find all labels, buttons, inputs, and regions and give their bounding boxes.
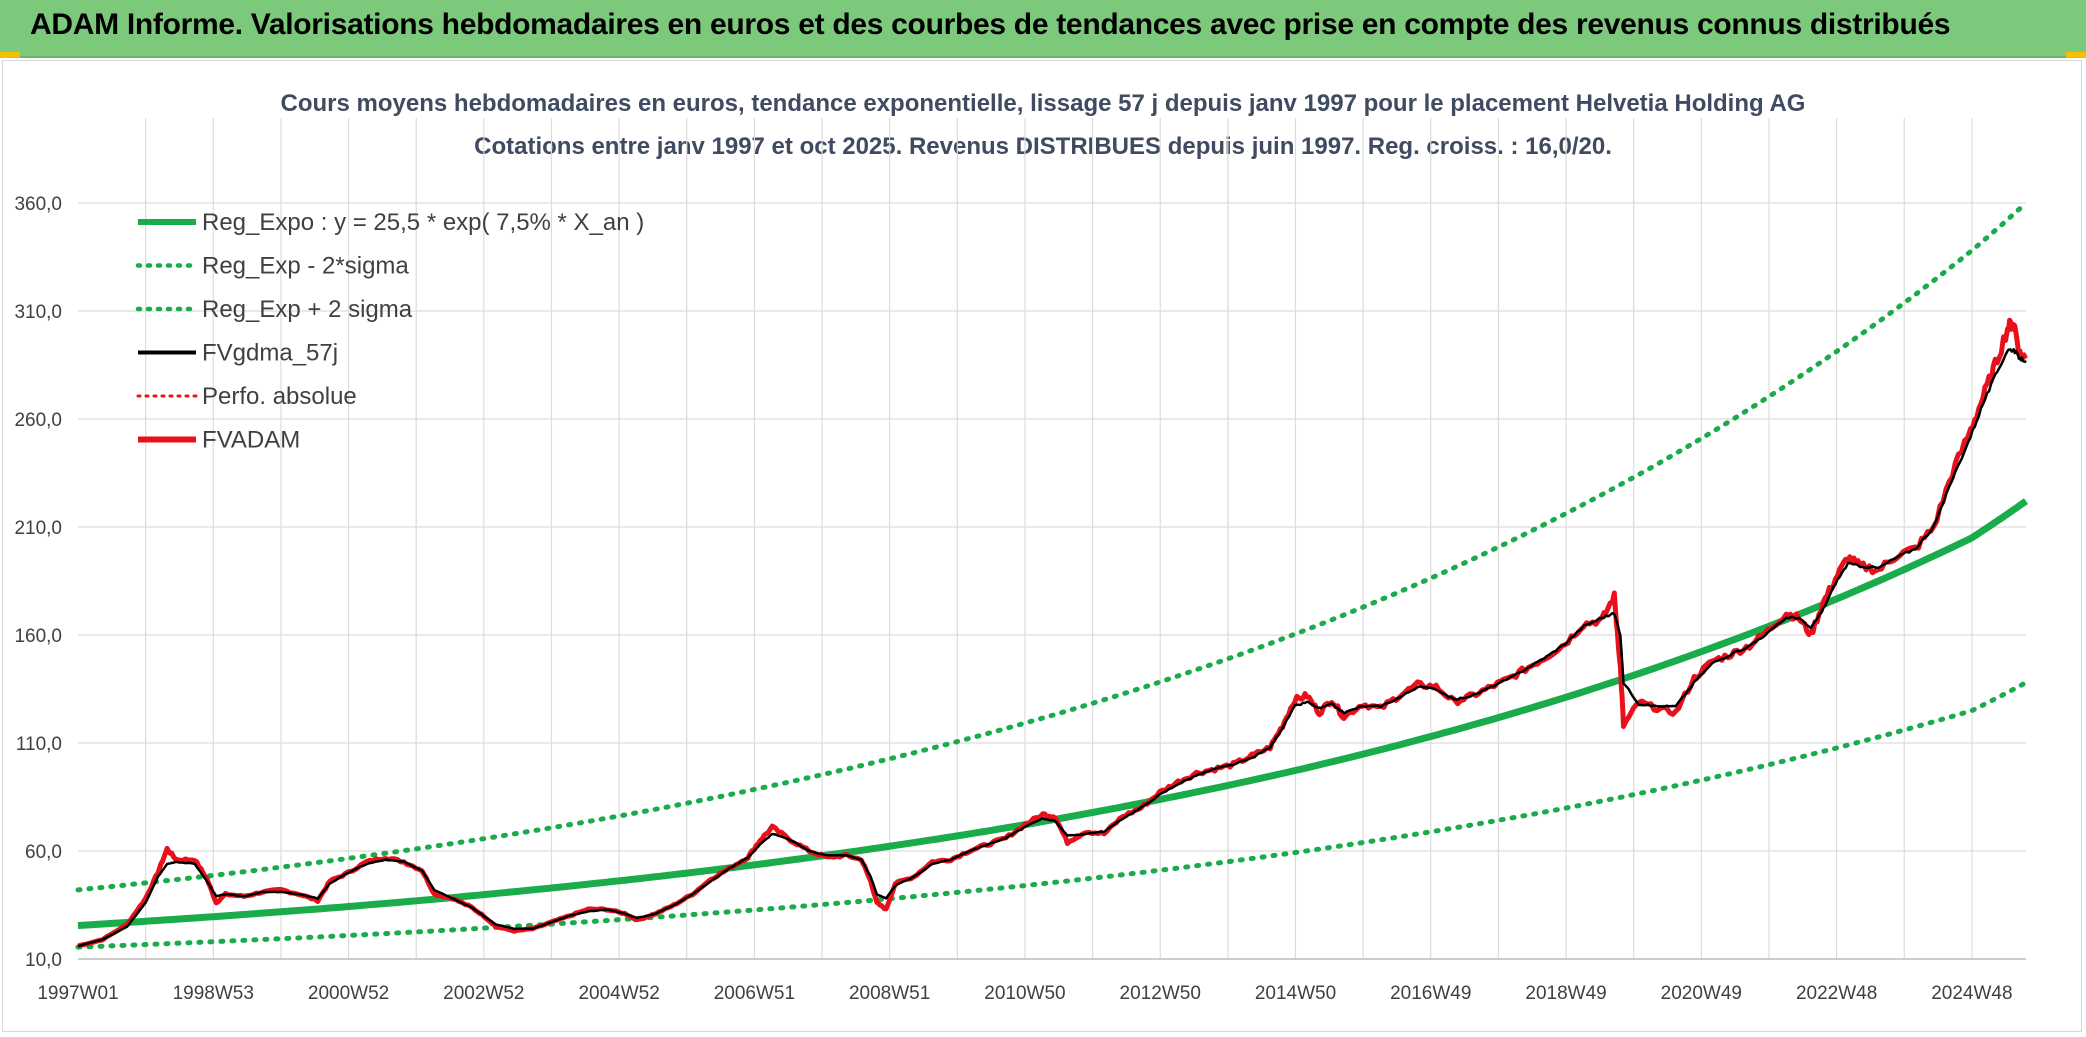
x-tick-label: 2000W52 — [308, 983, 389, 1004]
y-tick-label: 260,0 — [14, 410, 62, 431]
x-tick-label: 2012W50 — [1120, 983, 1201, 1004]
series-fvgdma-57j — [77, 348, 2027, 948]
y-tick-label: 160,0 — [14, 626, 62, 647]
chart-subtitle: Cotations entre janv 1997 et oct 2025. R… — [474, 133, 1612, 160]
legend-fvgdma-57j-label: FVgdma_57j — [202, 340, 338, 367]
y-tick-label: 110,0 — [16, 734, 62, 755]
x-tick-label: 2022W48 — [1796, 983, 1877, 1004]
x-tick-label: 1998W53 — [173, 983, 254, 1004]
y-tick-label: 10,0 — [25, 950, 62, 971]
x-tick-label: 1997W01 — [37, 983, 118, 1004]
legend-perfo-absolue-label: Perfo. absolue — [202, 383, 357, 410]
legend-reg-plus-2sigma-label: Reg_Exp + 2 sigma — [202, 296, 413, 323]
y-tick-label: 210,0 — [14, 518, 62, 539]
x-tick-label: 2016W49 — [1390, 983, 1471, 1004]
legend-fvadam-label: FVADAM — [202, 427, 300, 454]
series-reg-plus-2sigma — [75, 200, 2029, 893]
x-tick-label: 2014W50 — [1255, 983, 1336, 1004]
x-tick-label: 2024W48 — [1931, 983, 2012, 1004]
series-lines — [75, 200, 2029, 950]
header-banner: ADAM Informe. Valorisations hebdomadaire… — [0, 0, 2086, 58]
x-tick-label: 2008W51 — [849, 983, 930, 1004]
legend-reg-minus-2sigma-label: Reg_Exp - 2*sigma — [202, 253, 409, 280]
chart-frame — [2, 60, 2082, 1032]
y-tick-label: 60,0 — [25, 842, 62, 863]
series-reg-expo — [77, 498, 2029, 929]
x-tick-label: 2002W52 — [443, 983, 524, 1004]
chart-title: Cours moyens hebdomadaires en euros, ten… — [281, 90, 1806, 117]
gridlines — [78, 118, 2026, 960]
series-fvadam — [77, 317, 2028, 949]
axes: 10,0 60,0 110,0 160,0 210,0 260,0 310,0 360,0 19… — [14, 194, 2026, 1004]
legend: Reg_Expo : y = 25,5 * exp( 7,5% * X_an )… — [135, 209, 644, 454]
y-tick-label: 360,0 — [14, 194, 62, 215]
corner-marker-left — [0, 52, 20, 58]
x-tick-label: 2020W49 — [1661, 983, 1742, 1004]
series-reg-minus-2sigma — [75, 680, 2029, 950]
legend-reg-expo-label: Reg_Expo : y = 25,5 * exp( 7,5% * X_an ) — [202, 209, 644, 236]
x-tick-label: 2010W50 — [984, 983, 1065, 1004]
banner-title: ADAM Informe. Valorisations hebdomadaire… — [30, 8, 1951, 41]
corner-marker-right — [2066, 52, 2086, 58]
x-tick-label: 2018W49 — [1525, 983, 1606, 1004]
y-tick-label: 310,0 — [14, 302, 62, 323]
x-tick-label: 2006W51 — [714, 983, 795, 1004]
x-tick-label: 2004W52 — [578, 983, 659, 1004]
